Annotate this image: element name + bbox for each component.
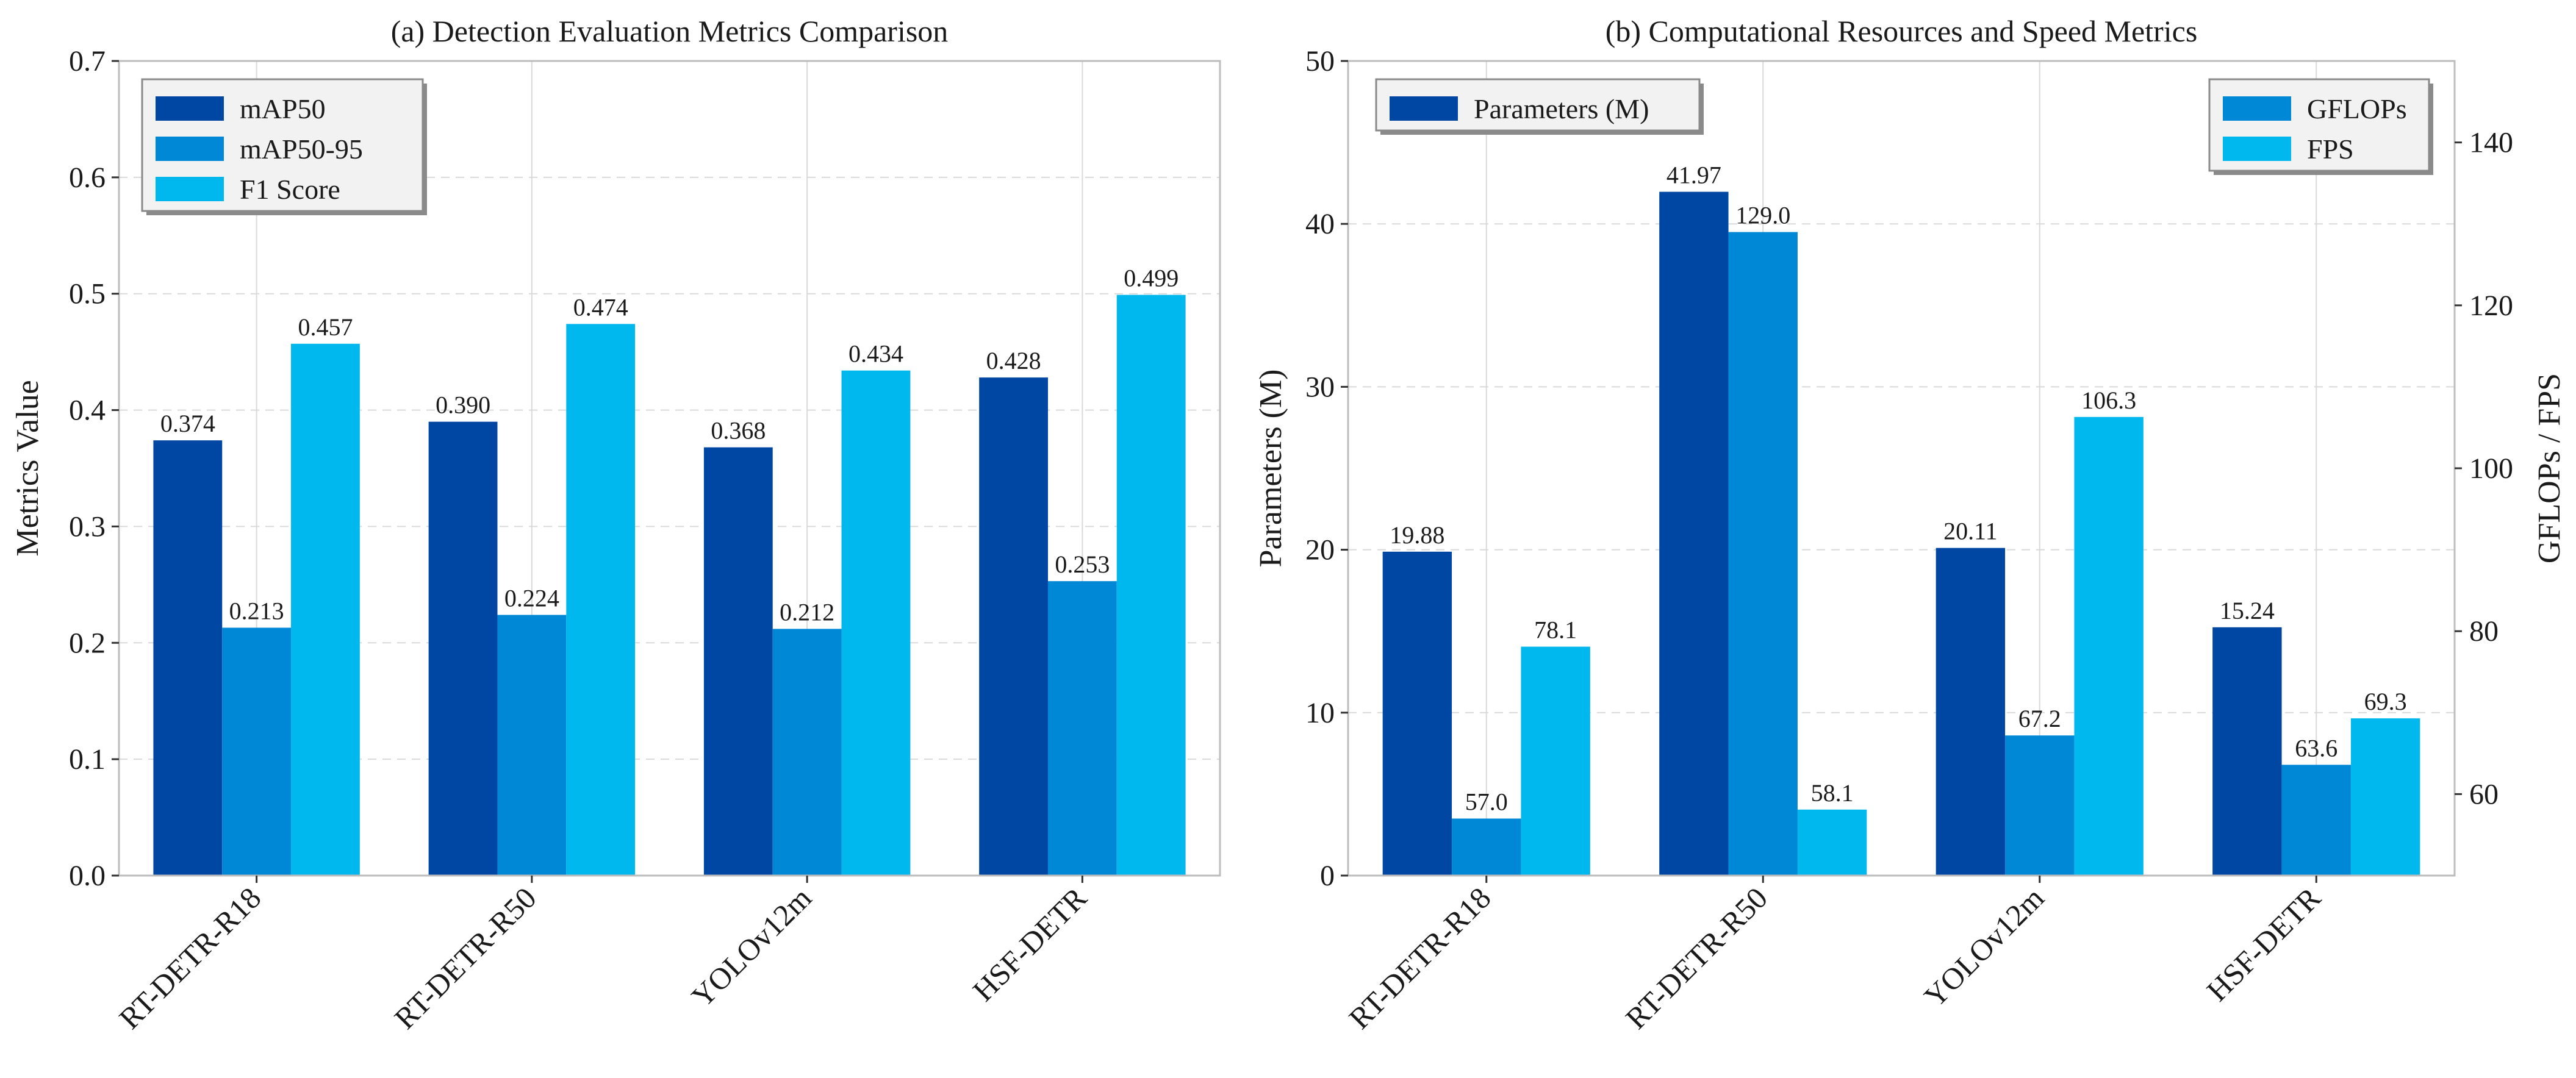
y-right-tick-label: 100 [2469,452,2513,485]
legend-label: mAP50 [240,93,326,124]
data-label: 15.24 [2220,597,2275,624]
data-label: 19.88 [1390,521,1444,549]
y-axis-label: Metrics Value [10,380,45,556]
bar [2281,765,2351,876]
y-tick-label: 50 [1305,45,1335,77]
y-tick-label: 10 [1305,697,1335,729]
bar [2005,735,2075,876]
legend-swatch [2223,96,2291,121]
x-tick-label: RT-DETR-R18 [1342,880,1497,1035]
bar [841,370,911,876]
data-label: 0.474 [573,293,628,321]
data-label: 63.6 [2295,734,2337,762]
legend-swatch [156,137,224,161]
y-axis-label: Parameters (M) [1254,369,1288,568]
bar [1936,548,2006,876]
legend-label: F1 Score [240,174,340,205]
x-tick-label: RT-DETR-R50 [387,880,542,1035]
bar [2212,627,2282,876]
plot-frame [118,60,1221,877]
legend-label: Parameters (M) [1474,93,1649,124]
y-right-axis-label: GFLOPs / FPS [2532,373,2567,563]
legend-swatch [2223,137,2291,161]
y-right-tick-label: 80 [2469,615,2499,648]
data-label: 57.0 [1465,788,1508,815]
data-label: 106.3 [2081,387,2136,414]
data-label: 0.434 [849,340,903,368]
data-label: 41.97 [1667,162,1721,189]
y-tick-label: 0.7 [69,45,106,77]
bar [291,343,360,876]
bar [1047,581,1117,876]
bar [1797,809,1867,876]
bar [1382,551,1452,876]
data-label: 58.1 [1811,779,1854,807]
legend-swatch [156,96,224,121]
chart-title: (b) Computational Resources and Speed Me… [1606,14,2198,48]
y-tick-label: 0 [1320,860,1335,892]
x-tick-label: HSF-DETR [2200,880,2327,1008]
plot-frame [1347,60,2456,877]
data-label: 0.224 [504,584,559,612]
bar [566,324,636,876]
legend-label: FPS [2307,134,2354,165]
y-tick-label: 40 [1305,208,1335,240]
bar [153,440,223,876]
x-tick-label: YOLOv12m [685,880,818,1013]
chart-panel-b: 19.88 41.97 20.11 15.24 57.0 129.0 67.2 63.6 78.… [1254,14,2567,1035]
x-tick-label: YOLOv12m [1917,880,2050,1013]
chart-title: (a) Detection Evaluation Metrics Compari… [391,14,949,48]
legend-swatch [156,177,224,201]
bar [979,377,1048,876]
y-tick-label: 0.5 [69,278,106,310]
chart-panel-a: 0.374 0.390 0.368 0.428 0.213 0.224 0.212 0.253… [10,14,1221,1035]
bar [1728,232,1798,876]
bar [703,447,773,876]
bar [222,627,292,876]
data-label: 0.368 [711,417,766,444]
y-tick-label: 0.6 [69,162,106,194]
bar [1659,191,1729,876]
y-right-tick-label: 120 [2469,290,2513,322]
data-label: 78.1 [1534,616,1577,644]
y-tick-label: 20 [1305,534,1335,566]
data-label: 0.457 [298,313,353,341]
x-tick-label: RT-DETR-R50 [1619,880,1774,1035]
y-tick-label: 0.3 [69,510,106,543]
x-tick-label: HSF-DETR [966,880,1094,1008]
data-label: 0.213 [229,597,284,624]
legend-swatch [1390,96,1458,121]
data-label: 67.2 [2018,705,2061,732]
data-label: 20.11 [1943,518,1998,545]
legend-label: mAP50-95 [240,134,363,165]
bar [1452,818,1521,876]
data-label: 0.253 [1055,551,1110,578]
bar [2074,416,2144,876]
data-label: 129.0 [1735,202,1790,229]
data-label: 69.3 [2364,688,2407,715]
y-tick-label: 0.0 [69,860,106,892]
bar [1521,646,1590,876]
y-tick-label: 0.4 [69,394,106,427]
bar [428,421,498,876]
data-label: 0.390 [436,391,490,419]
y-tick-label: 0.1 [69,743,106,776]
x-tick-label: RT-DETR-R18 [112,880,267,1035]
y-right-tick-label: 140 [2469,127,2513,159]
bar [772,629,842,876]
data-label: 0.374 [160,410,215,437]
y-tick-label: 30 [1305,371,1335,403]
y-tick-label: 0.2 [69,627,106,659]
bar [497,615,567,876]
bar [2350,718,2420,876]
data-label: 0.212 [780,598,834,626]
y-right-tick-label: 60 [2469,778,2499,810]
legend-label: GFLOPs [2307,93,2407,124]
bar [1116,294,1186,876]
data-label: 0.428 [986,347,1041,374]
data-label: 0.499 [1124,265,1179,292]
